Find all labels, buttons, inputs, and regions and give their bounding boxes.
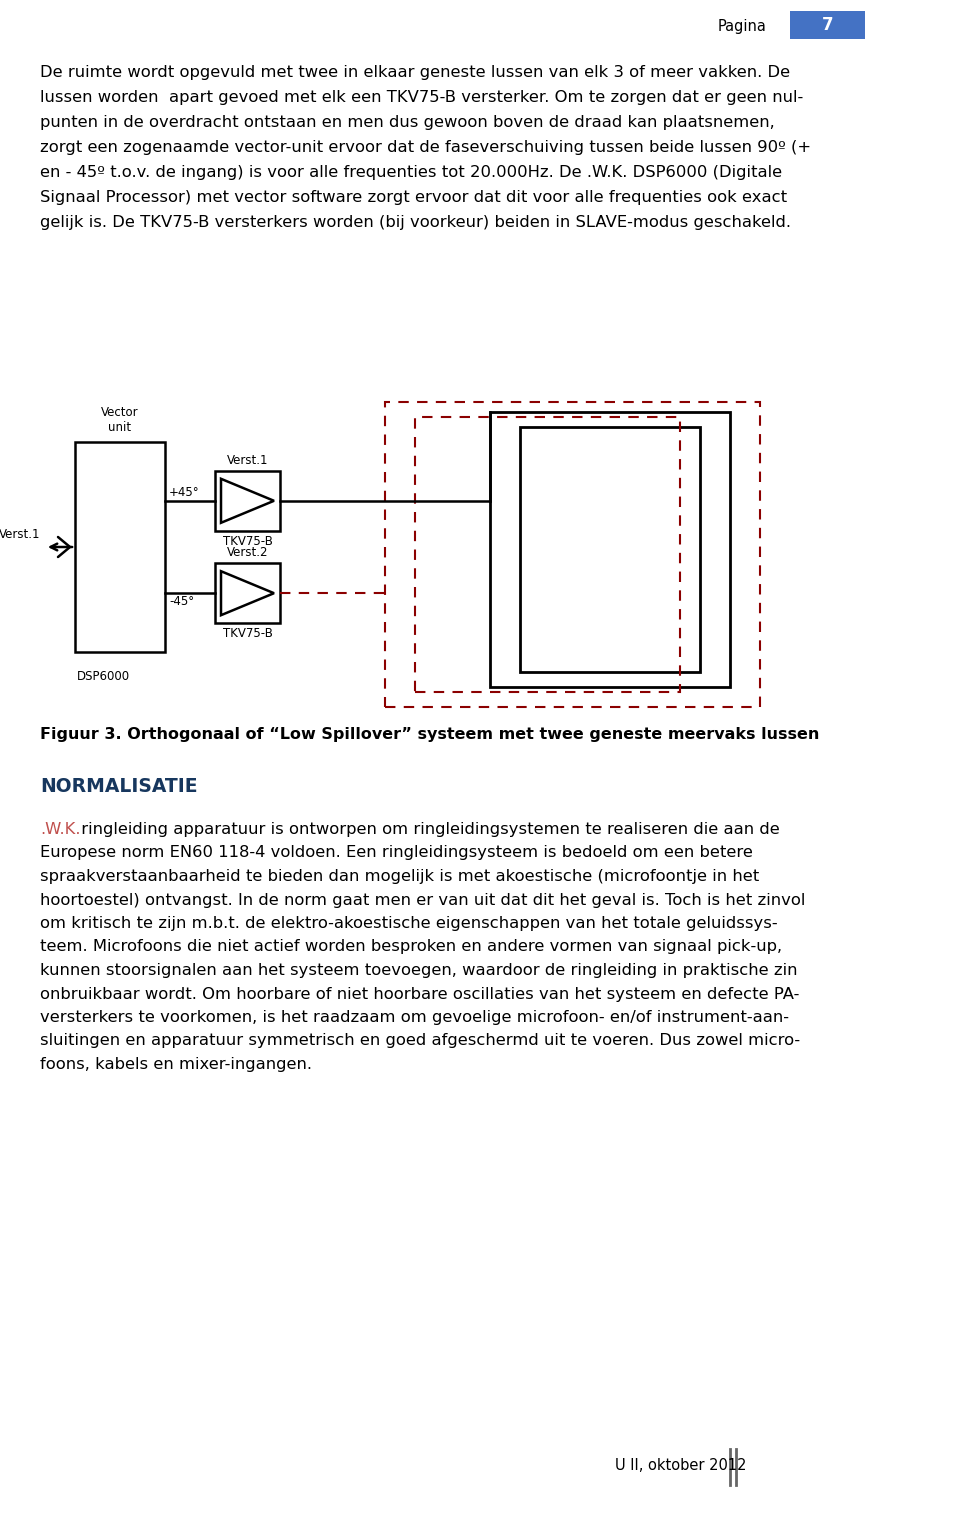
Bar bbox=[490, 412, 730, 687]
Text: TKV75-B: TKV75-B bbox=[223, 628, 273, 640]
Bar bbox=[215, 563, 280, 623]
Text: kunnen stoorsignalen aan het systeem toevoegen, waardoor de ringleiding in prakt: kunnen stoorsignalen aan het systeem toe… bbox=[40, 964, 798, 977]
Bar bbox=[385, 402, 760, 707]
Text: Vector
unit: Vector unit bbox=[101, 406, 139, 434]
Text: +45°: +45° bbox=[169, 486, 200, 499]
Bar bbox=[520, 428, 700, 672]
Polygon shape bbox=[221, 571, 274, 615]
Text: -45°: -45° bbox=[169, 596, 194, 608]
Text: en - 45º t.o.v. de ingang) is voor alle frequenties tot 20.000Hz. De .W.K. DSP60: en - 45º t.o.v. de ingang) is voor alle … bbox=[40, 165, 782, 180]
Text: punten in de overdracht ontstaan en men dus gewoon boven de draad kan plaatsneme: punten in de overdracht ontstaan en men … bbox=[40, 115, 775, 130]
Text: spraakverstaanbaarheid te bieden dan mogelijk is met akoestische (microfoontje i: spraakverstaanbaarheid te bieden dan mog… bbox=[40, 869, 759, 884]
Text: versterkers te voorkomen, is het raadzaam om gevoelige microfoon- en/of instrume: versterkers te voorkomen, is het raadzaa… bbox=[40, 1009, 789, 1025]
Text: sluitingen en apparatuur symmetrisch en goed afgeschermd uit te voeren. Dus zowe: sluitingen en apparatuur symmetrisch en … bbox=[40, 1034, 800, 1049]
Text: .W.K.: .W.K. bbox=[40, 822, 81, 837]
Text: De ruimte wordt opgevuld met twee in elkaar geneste lussen van elk 3 of meer vak: De ruimte wordt opgevuld met twee in elk… bbox=[40, 66, 790, 79]
Text: foons, kabels en mixer-ingangen.: foons, kabels en mixer-ingangen. bbox=[40, 1057, 312, 1072]
Text: hoortoestel) ontvangst. In de norm gaat men er van uit dat dit het geval is. Toc: hoortoestel) ontvangst. In de norm gaat … bbox=[40, 892, 805, 907]
Bar bbox=[415, 417, 680, 692]
Text: zorgt een zogenaamde vector-unit ervoor dat de faseverschuiving tussen beide lus: zorgt een zogenaamde vector-unit ervoor … bbox=[40, 140, 811, 156]
Text: 7: 7 bbox=[822, 15, 834, 34]
Text: lussen worden  apart gevoed met elk een TKV75-B versterker. Om te zorgen dat er : lussen worden apart gevoed met elk een T… bbox=[40, 90, 804, 105]
Text: Verst.2: Verst.2 bbox=[227, 547, 268, 559]
Text: om kritisch te zijn m.b.t. de elektro-akoestische eigenschappen van het totale g: om kritisch te zijn m.b.t. de elektro-ak… bbox=[40, 916, 778, 931]
Text: onbruikbaar wordt. Om hoorbare of niet hoorbare oscillaties van het systeem en d: onbruikbaar wordt. Om hoorbare of niet h… bbox=[40, 986, 800, 1002]
Text: Signaal Processor) met vector software zorgt ervoor dat dit voor alle frequentie: Signaal Processor) met vector software z… bbox=[40, 189, 787, 205]
Bar bbox=[75, 441, 165, 652]
Text: Pagina: Pagina bbox=[718, 20, 767, 35]
Bar bbox=[215, 470, 280, 531]
Text: Verst.1: Verst.1 bbox=[0, 528, 40, 541]
Text: Europese norm EN60 118-4 voldoen. Een ringleidingsysteem is bedoeld om een beter: Europese norm EN60 118-4 voldoen. Een ri… bbox=[40, 846, 753, 861]
Text: TKV75-B: TKV75-B bbox=[223, 534, 273, 548]
Bar bbox=[790, 11, 865, 40]
Text: Figuur 3. Orthogonaal of “Low Spillover” systeem met twee geneste meervaks lusse: Figuur 3. Orthogonaal of “Low Spillover”… bbox=[40, 727, 820, 742]
Text: U II, oktober 2012: U II, oktober 2012 bbox=[615, 1457, 747, 1472]
Text: gelijk is. De TKV75-B versterkers worden (bij voorkeur) beiden in SLAVE-modus ge: gelijk is. De TKV75-B versterkers worden… bbox=[40, 215, 791, 231]
Text: ringleiding apparatuur is ontworpen om ringleidingsystemen te realiseren die aan: ringleiding apparatuur is ontworpen om r… bbox=[76, 822, 780, 837]
Text: NORMALISATIE: NORMALISATIE bbox=[40, 777, 198, 796]
Text: DSP6000: DSP6000 bbox=[77, 670, 131, 683]
Text: Verst.1: Verst.1 bbox=[227, 454, 268, 467]
Polygon shape bbox=[221, 479, 274, 522]
Text: teem. Microfoons die niet actief worden besproken en andere vormen van signaal p: teem. Microfoons die niet actief worden … bbox=[40, 939, 782, 954]
